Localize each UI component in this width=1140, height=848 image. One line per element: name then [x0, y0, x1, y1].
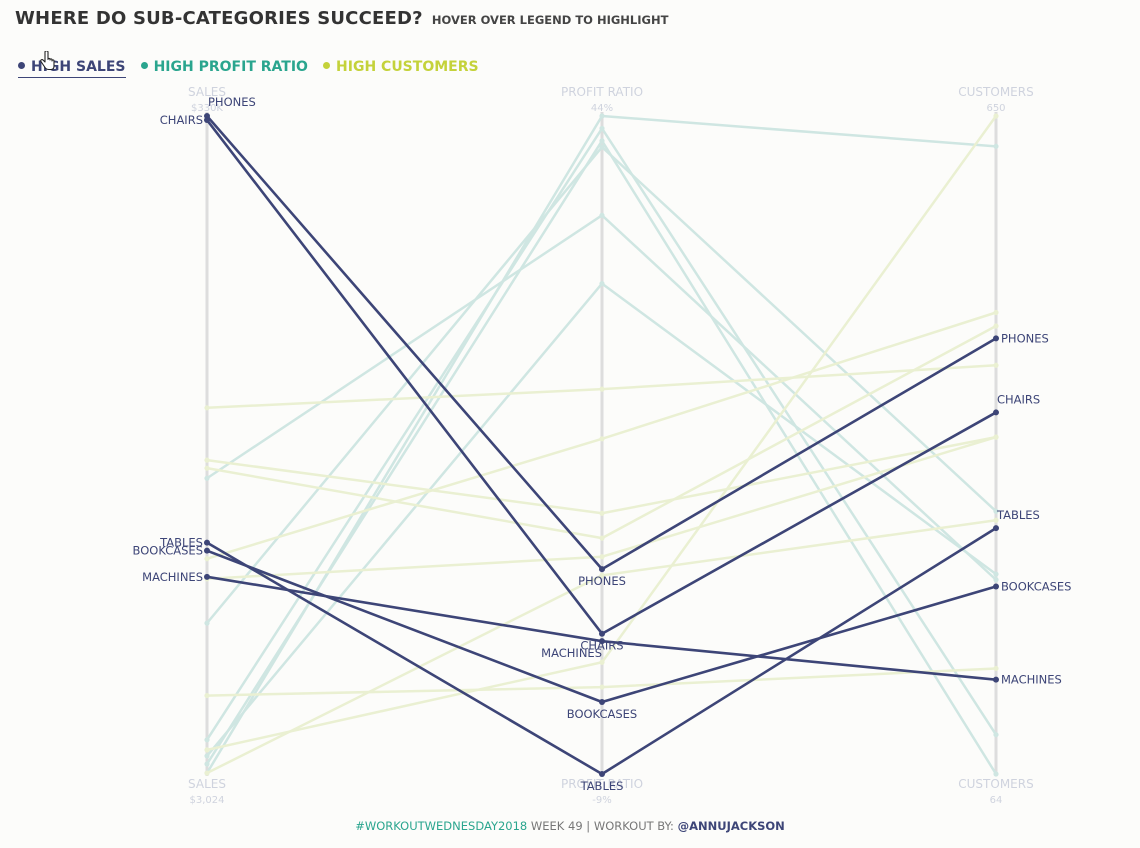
data-point	[993, 732, 999, 738]
data-point	[599, 684, 605, 690]
data-point	[599, 572, 605, 578]
legend-label: HIGH PROFIT RATIO	[153, 59, 308, 75]
data-point	[599, 386, 605, 392]
data-point	[993, 113, 999, 119]
data-point	[599, 630, 605, 637]
data-point	[204, 761, 210, 767]
hand-cursor-icon	[40, 51, 55, 71]
data-point	[204, 405, 210, 411]
legend-item-high-profit-ratio[interactable]: HIGH PROFIT RATIO	[140, 59, 308, 75]
footer-week: WEEK 49 | WORKOUT BY:	[527, 819, 678, 833]
data-point	[204, 556, 210, 562]
data-point	[599, 638, 605, 645]
data-point	[993, 335, 999, 342]
axis-label: 650	[986, 103, 1005, 114]
data-point	[993, 676, 999, 683]
axis-label: -9%	[592, 795, 611, 806]
data-point	[599, 771, 605, 777]
data-point	[993, 362, 999, 368]
data-point	[204, 770, 210, 776]
data-label: TABLES	[159, 536, 203, 550]
data-label: BOOKCASES	[1001, 579, 1071, 593]
data-point	[993, 508, 999, 514]
axis-label: 64	[990, 795, 1003, 806]
data-label: PHONES	[1001, 331, 1049, 345]
data-point	[599, 698, 605, 705]
page-subtitle: HOVER OVER LEGEND TO HIGHLIGHT	[431, 13, 669, 27]
data-label: PHONES	[578, 574, 626, 588]
data-point	[599, 212, 605, 218]
data-label: PHONES	[208, 95, 256, 109]
axis-label: 44%	[591, 103, 613, 114]
data-point	[993, 771, 999, 777]
data-point	[993, 571, 999, 577]
legend-dot-icon	[140, 62, 148, 69]
axis-label: SALES	[188, 85, 226, 99]
data-point	[599, 510, 605, 516]
page-title: WHERE DO SUB-CATEGORIES SUCCEED?	[15, 8, 423, 29]
data-point	[204, 457, 210, 463]
data-label: BOOKCASES	[567, 707, 637, 721]
data-point	[993, 309, 999, 316]
axis-label: PROFIT RATIO	[561, 777, 643, 791]
data-point	[599, 659, 605, 665]
data-point	[993, 434, 999, 440]
data-label: MACHINES	[541, 646, 602, 660]
data-point	[993, 517, 999, 523]
data-label: BOOKCASES	[133, 544, 203, 558]
data-point	[993, 665, 999, 672]
axis-label: CUSTOMERS	[958, 777, 1033, 791]
data-point	[204, 753, 210, 759]
data-point	[204, 117, 210, 124]
legend-item-high-customers[interactable]: HIGH CUSTOMERS	[323, 59, 479, 75]
data-point	[204, 573, 210, 580]
footer-author: @ANNUJACKSON	[677, 819, 785, 833]
data-label: CHAIRS	[580, 639, 623, 653]
data-point	[599, 125, 605, 132]
data-label: TABLES	[996, 508, 1040, 522]
data-point	[599, 436, 605, 442]
legend-dot-icon	[323, 62, 331, 69]
axis-label: CUSTOMERS	[958, 85, 1033, 99]
data-point	[599, 281, 605, 287]
data-point	[204, 620, 210, 626]
data-point	[599, 144, 605, 150]
data-point	[993, 577, 999, 583]
data-point	[599, 113, 605, 119]
footer-credit: #WORKOUTWEDNESDAY2018 WEEK 49 | WORKOUT …	[0, 819, 1140, 833]
legend-item-high-sales[interactable]: HIGH SALES	[18, 59, 126, 78]
data-point	[993, 409, 999, 416]
data-point	[599, 566, 605, 573]
axis-label: PROFIT RATIO	[561, 85, 643, 99]
legend-dot-icon	[18, 62, 25, 69]
data-point	[993, 525, 999, 532]
data-point	[993, 583, 999, 590]
data-point	[204, 547, 210, 554]
chart-header: WHERE DO SUB-CATEGORIES SUCCEED? HOVER O…	[15, 8, 668, 29]
data-point	[204, 747, 210, 753]
data-label: CHAIRS	[160, 113, 203, 127]
axis-label: $3,024	[190, 795, 225, 806]
data-point	[204, 475, 210, 481]
data-label: CHAIRS	[997, 392, 1040, 406]
data-label: MACHINES	[1001, 673, 1062, 687]
data-point	[993, 323, 999, 329]
data-label: MACHINES	[142, 570, 203, 584]
data-point	[204, 539, 210, 546]
data-label: TABLES	[580, 779, 624, 793]
data-point	[204, 692, 210, 699]
axis-label: SALES	[188, 777, 226, 791]
footer-hashtag: #WORKOUTWEDNESDAY2018	[355, 819, 528, 833]
data-point	[204, 465, 210, 471]
data-point	[599, 535, 605, 541]
axis-label: $330K	[191, 103, 223, 114]
legend-label: HIGH SALES	[31, 59, 126, 75]
data-point	[599, 138, 605, 144]
data-point	[993, 143, 999, 149]
legend-label: HIGH CUSTOMERS	[336, 59, 479, 75]
data-point	[204, 737, 210, 743]
data-point	[599, 554, 605, 560]
legend: HIGH SALES HIGH PROFIT RATIO HIGH CUSTOM…	[18, 56, 489, 78]
